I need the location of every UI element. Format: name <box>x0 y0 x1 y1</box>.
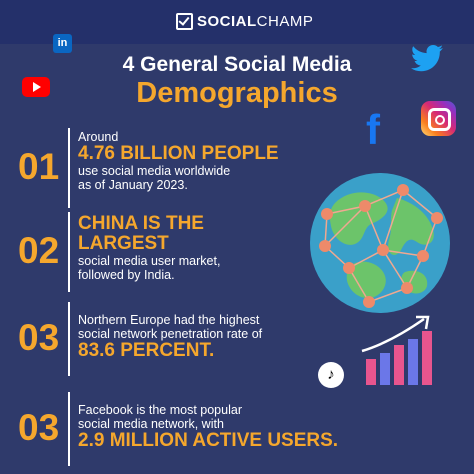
brand-name: SOCIALCHAMP <box>197 13 313 30</box>
youtube-icon <box>22 77 50 97</box>
arrow-head <box>416 315 430 330</box>
item-1-highlight: 4.76 BILLION PEOPLE <box>78 143 279 164</box>
item-3-highlight: 83.6 PERCENT. <box>78 340 215 361</box>
item-4-text: Facebook is the most popular social medi… <box>78 403 338 451</box>
globe-land <box>388 198 434 255</box>
brand-champ: CHAMP <box>256 13 314 30</box>
trend-arrow <box>361 317 425 353</box>
facebook-icon: f <box>366 106 380 153</box>
item-4-line: Facebook is the most popular <box>78 403 242 417</box>
item-3-divider <box>68 302 70 376</box>
linkedin-icon: in <box>53 34 72 53</box>
item-2-line: followed by India. <box>78 268 175 282</box>
chart-bar <box>366 359 376 385</box>
network-nodes <box>319 184 443 308</box>
chart-bar <box>380 353 390 385</box>
item-4-number: 03 <box>18 407 60 448</box>
item-2-highlight: LARGEST <box>78 233 169 254</box>
item-2-line: social media user market, <box>78 254 221 268</box>
item-4-line: social media network, with <box>78 417 224 431</box>
item-1-text: Around 4.76 BILLION PEOPLE use social me… <box>78 130 279 192</box>
growth-chart-illustration <box>361 315 432 385</box>
item-4-divider <box>68 392 70 466</box>
brand-logo: SOCIALCHAMP <box>176 13 313 30</box>
item-3-line: Northern Europe had the highest <box>78 313 260 327</box>
chart-bar <box>408 339 418 385</box>
item-1-number: 01 <box>18 146 60 187</box>
globe-land <box>346 261 386 299</box>
top-bar <box>0 0 474 44</box>
item-2-highlight: CHINA IS THE <box>78 213 204 234</box>
twitter-icon <box>411 45 443 72</box>
globe-land <box>329 192 388 245</box>
globe-illustration <box>310 173 450 313</box>
item-3-text: Northern Europe had the highest social n… <box>78 313 262 361</box>
item-4-highlight: 2.9 MILLION ACTIVE USERS. <box>78 430 339 451</box>
title-line-1: 4 General Social Media <box>122 53 352 76</box>
check-icon <box>176 13 193 30</box>
item-1-line: use social media worldwide <box>78 164 231 178</box>
item-3-number: 03 <box>18 317 60 358</box>
title-line-2: Demographics <box>136 77 338 109</box>
tiktok-icon: ♪ <box>318 362 344 388</box>
item-2-text: CHINA IS THE LARGEST social media user m… <box>78 213 221 283</box>
item-2-number: 02 <box>18 230 60 271</box>
item-1-divider <box>68 128 70 208</box>
item-1-line: as of January 2023. <box>78 178 188 192</box>
brand-social: SOCIAL <box>197 13 257 30</box>
item-3-line: social network penetration rate of <box>78 327 263 341</box>
item-2-divider <box>68 212 70 292</box>
chart-bar <box>394 345 404 385</box>
item-1-lead: Around <box>78 130 119 144</box>
instagram-icon <box>421 101 456 136</box>
chart-bar <box>422 331 432 385</box>
